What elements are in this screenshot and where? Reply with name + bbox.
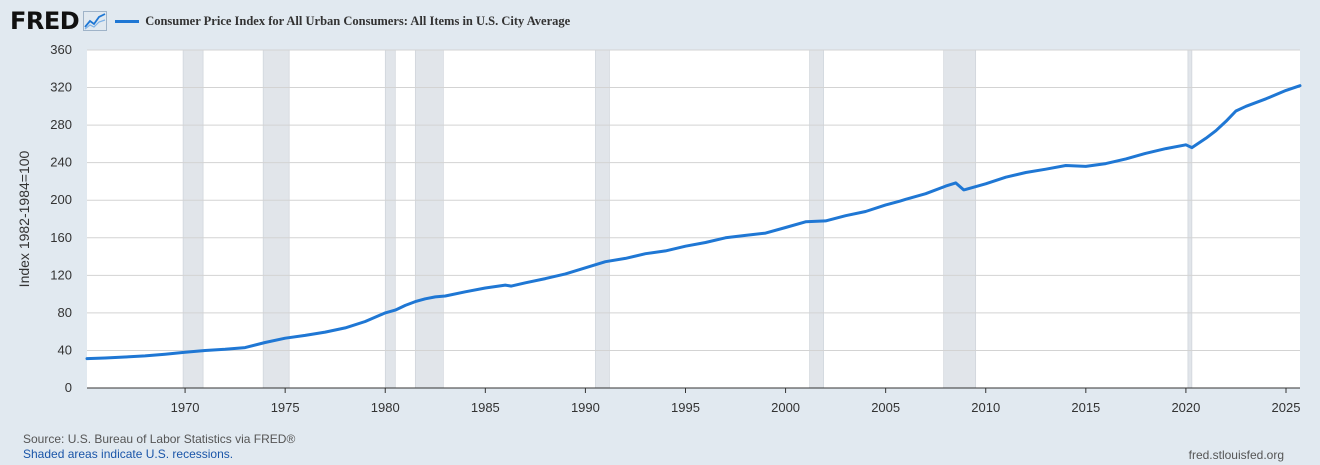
x-tick-label: 2025 <box>1272 400 1301 415</box>
x-tick-label: 2000 <box>771 400 800 415</box>
y-tick-label: 240 <box>50 155 72 170</box>
x-tick-label: 2010 <box>971 400 1000 415</box>
fred-graph-icon <box>83 11 108 31</box>
y-tick-label: 0 <box>65 380 72 395</box>
recession-band <box>943 49 977 389</box>
site-link[interactable]: fred.stlouisfed.org <box>1188 448 1284 462</box>
y-tick-label: 80 <box>58 305 72 320</box>
source-note: Source: U.S. Bureau of Labor Statistics … <box>23 432 296 446</box>
x-tick-label: 1990 <box>571 400 600 415</box>
legend-swatch <box>115 19 140 23</box>
recession-band <box>182 49 204 389</box>
recession-band <box>414 49 444 389</box>
recession-band <box>809 49 824 389</box>
recession-band <box>595 49 610 389</box>
chart-legend: Consumer Price Index for All Urban Consu… <box>115 14 570 29</box>
x-tick-label: 2020 <box>1171 400 1200 415</box>
recession-band <box>384 49 396 389</box>
y-tick-label: 160 <box>50 230 72 245</box>
chart-header: FRED Consumer Price Index for All Urban … <box>10 6 570 36</box>
y-tick-label: 40 <box>58 342 72 357</box>
series-line <box>85 84 1302 361</box>
recession-band <box>1187 49 1193 389</box>
chart-footer: Source: U.S. Bureau of Labor Statistics … <box>23 432 295 462</box>
fred-logo[interactable]: FRED <box>10 7 80 35</box>
y-tick-label: 320 <box>50 80 72 95</box>
y-tick-label: 280 <box>50 117 72 132</box>
y-axis-label: Index 1982-1984=100 <box>16 150 32 287</box>
legend-series-label: Consumer Price Index for All Urban Consu… <box>145 13 571 28</box>
y-tick-label: 120 <box>50 267 72 282</box>
x-tick-label: 1980 <box>371 400 400 415</box>
recession-note[interactable]: Shaded areas indicate U.S. recessions. <box>23 447 234 461</box>
x-tick-label: 1995 <box>671 400 700 415</box>
x-tick-label: 1975 <box>271 400 300 415</box>
line-chart[interactable]: 0 40 80 120 160 200 240 280 320 360 1970 1975 1980 19… <box>0 0 1320 420</box>
recession-band <box>262 49 290 389</box>
x-tick-label: 2015 <box>1071 400 1100 415</box>
y-tick-label: 360 <box>50 42 72 57</box>
x-tick-label: 2005 <box>871 400 900 415</box>
x-tick-label: 1985 <box>471 400 500 415</box>
x-tick-label: 1970 <box>171 400 200 415</box>
y-tick-label: 200 <box>50 192 72 207</box>
